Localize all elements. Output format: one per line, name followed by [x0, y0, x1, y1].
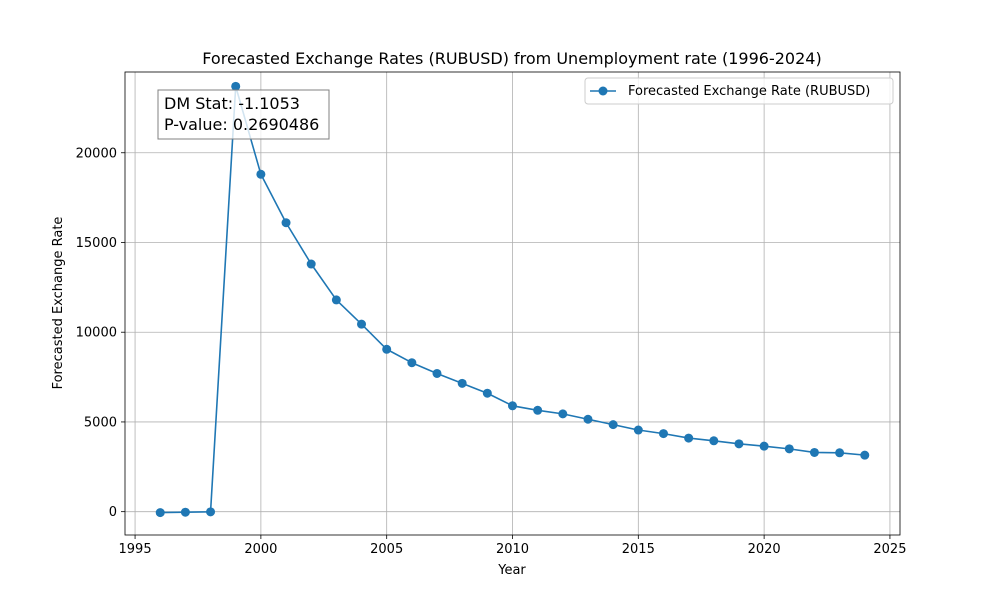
chart-title: Forecasted Exchange Rates (RUBUSD) from … — [202, 49, 821, 68]
data-point — [784, 444, 794, 454]
dm-stat-annotation: DM Stat: -1.1053 P-value: 0.2690486 — [157, 89, 330, 140]
data-point — [684, 433, 694, 443]
data-point — [658, 429, 668, 439]
y-tick-label: 5000 — [84, 415, 117, 430]
data-point — [231, 81, 241, 91]
y-tick-label: 10000 — [76, 326, 117, 341]
data-point — [583, 414, 593, 424]
data-point — [306, 259, 316, 269]
x-tick-label: 2025 — [873, 542, 906, 557]
data-point — [331, 295, 341, 305]
data-point — [759, 441, 769, 451]
data-point — [180, 507, 190, 517]
data-point — [734, 439, 744, 449]
data-point — [835, 448, 845, 458]
data-point — [558, 409, 568, 419]
data-point — [860, 450, 870, 460]
data-point — [533, 405, 543, 415]
x-tick-label: 2020 — [748, 542, 781, 557]
data-point — [633, 425, 643, 435]
annotation-dm-stat: DM Stat: -1.1053 — [164, 94, 300, 113]
x-tick-label: 2015 — [622, 542, 655, 557]
data-point — [432, 368, 442, 378]
axes: 1995 2000 2005 2010 2015 2020 2025 0 5000 10000 15… — [76, 71, 906, 557]
data-point — [155, 508, 165, 518]
data-point — [256, 169, 266, 179]
data-point — [382, 344, 392, 354]
legend: Forecasted Exchange Rate (RUBUSD) — [584, 77, 894, 105]
series-layer — [155, 81, 870, 518]
legend-frame — [584, 77, 894, 105]
data-point — [357, 319, 367, 329]
y-tick-label: 20000 — [76, 146, 117, 161]
data-point — [709, 436, 719, 446]
data-point — [482, 388, 492, 398]
x-tick-label: 2010 — [496, 542, 529, 557]
x-tick-label: 1995 — [119, 542, 152, 557]
data-point — [457, 378, 467, 388]
x-tick-label: 2000 — [244, 542, 277, 557]
y-tick-label: 0 — [109, 505, 117, 520]
legend-label: Forecasted Exchange Rate (RUBUSD) — [628, 84, 870, 99]
plot-frame — [124, 71, 901, 536]
data-point — [508, 401, 517, 411]
x-tick-label: 2005 — [370, 542, 403, 557]
x-axis-label: Year — [497, 563, 526, 578]
grid — [125, 72, 900, 535]
data-point — [809, 447, 819, 457]
data-point — [608, 420, 618, 430]
data-point — [281, 218, 291, 228]
y-tick-label: 15000 — [76, 236, 117, 251]
annotation-box-frame — [157, 89, 330, 140]
data-point — [407, 358, 417, 368]
legend-marker-swatch — [598, 86, 608, 96]
y-axis-label: Forecasted Exchange Rate — [51, 217, 66, 390]
annotation-p-value: P-value: 0.2690486 — [164, 115, 319, 134]
data-point — [206, 507, 216, 517]
